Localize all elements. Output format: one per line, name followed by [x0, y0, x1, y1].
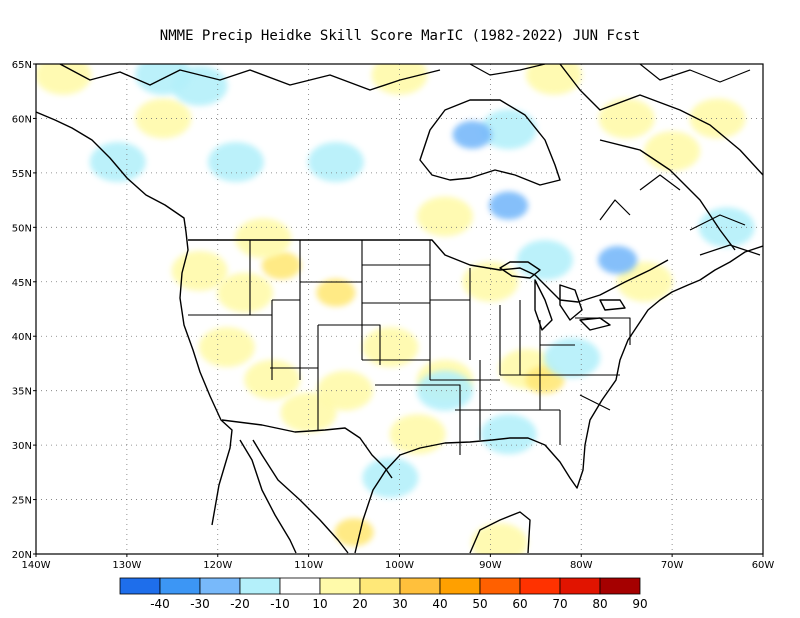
colorbar-label: 10 — [312, 597, 327, 611]
skill-region — [516, 240, 573, 280]
colorbar-label: 60 — [512, 597, 527, 611]
colorbar-swatch — [359, 577, 401, 595]
skill-region — [217, 272, 274, 313]
colorbar: -40 -30 -20 -10 10 20 30 40 50 60 70 80 90 — [119, 577, 648, 611]
state-lines — [188, 240, 631, 455]
skill-region — [598, 246, 638, 274]
lon-tick-label: 110W — [294, 560, 323, 571]
lat-tick-label: 65N — [12, 60, 32, 71]
colorbar-label: 50 — [472, 597, 487, 611]
skill-region — [307, 142, 364, 182]
skill-region — [235, 218, 292, 259]
skill-region — [525, 64, 582, 95]
skill-region — [135, 64, 192, 95]
lat-tick-label: 20N — [12, 550, 32, 561]
lat-tick-label: 25N — [12, 496, 32, 507]
colorbar-swatch — [519, 577, 561, 595]
skill-region — [488, 191, 529, 220]
skill-region — [389, 414, 446, 455]
skill-region — [480, 414, 537, 455]
baja-coastline — [239, 439, 349, 554]
lon-tick-label: 120W — [203, 560, 232, 571]
skill-region — [198, 327, 255, 368]
skill-region — [416, 196, 473, 237]
colorbar-swatch — [399, 577, 441, 595]
colorbar-label: -30 — [190, 597, 210, 611]
lon-tick-label: 80W — [570, 560, 593, 571]
colorbar-label: 30 — [392, 597, 407, 611]
us-mexico-border — [221, 419, 393, 479]
colorbar-swatch — [159, 577, 201, 595]
lat-tick-label: 40N — [12, 332, 32, 343]
colorbar-label: 90 — [632, 597, 647, 611]
lat-tick-label: 35N — [12, 387, 32, 398]
lat-tick-label: 60N — [12, 114, 32, 125]
skill-region — [316, 278, 356, 307]
boundaries-layer — [36, 64, 763, 554]
lat-tick-label: 45N — [12, 278, 32, 289]
axes: 20N 25N 30N 35N 40N 45N 50N 55N 60N 65N 140W 130W 12… — [12, 60, 775, 571]
colorbar-label: 40 — [432, 597, 447, 611]
skill-region — [452, 120, 492, 149]
skill-region — [471, 523, 528, 554]
lat-tick-label: 30N — [12, 441, 32, 452]
west-coastline — [36, 111, 233, 526]
colorbar-swatch — [279, 577, 321, 595]
skill-region — [362, 327, 419, 368]
skill-region — [416, 370, 473, 411]
us-canada-border — [188, 239, 669, 303]
skill-region — [36, 64, 92, 95]
lat-tick-label: 50N — [12, 223, 32, 234]
great-lakes — [499, 261, 626, 331]
skill-region — [544, 338, 601, 378]
colorbar-swatch — [479, 577, 521, 595]
colorbar-label: -10 — [270, 597, 290, 611]
skill-region — [89, 142, 146, 182]
skill-region — [689, 98, 746, 139]
colorbar-label: -20 — [230, 597, 250, 611]
northern-coast — [59, 64, 763, 251]
colorbar-label: 70 — [552, 597, 567, 611]
lon-tick-label: 130W — [112, 560, 141, 571]
skill-region — [316, 370, 373, 411]
skill-region — [334, 518, 374, 547]
skill-region — [462, 261, 519, 302]
colorbar-swatch — [319, 577, 361, 595]
colorbar-swatch — [239, 577, 281, 595]
map-title: NMME Precip Heidke Skill Score MarIC (19… — [159, 28, 641, 44]
colorbar-label: -40 — [150, 597, 170, 611]
colorbar-label: 80 — [592, 597, 607, 611]
hudson-bay — [419, 99, 561, 186]
colorbar-label: 20 — [352, 597, 367, 611]
colorbar-swatch — [599, 577, 641, 595]
lon-tick-label: 100W — [385, 560, 414, 571]
lon-tick-label: 60W — [752, 560, 775, 571]
yucatan-coastline — [469, 511, 531, 554]
plot-frame — [35, 63, 764, 555]
colorbar-swatch — [439, 577, 481, 595]
colorbar-swatch — [559, 577, 601, 595]
colorbar-swatch — [199, 577, 241, 595]
lat-tick-label: 55N — [12, 169, 32, 180]
colorbar-swatch — [119, 577, 161, 595]
gulf-coastline — [354, 245, 763, 554]
skill-region — [171, 250, 228, 291]
skill-region — [135, 98, 192, 139]
skill-region — [480, 109, 537, 150]
skill-region — [616, 261, 673, 302]
skill-region — [362, 457, 419, 498]
lon-tick-label: 90W — [479, 560, 502, 571]
lon-tick-label: 140W — [22, 560, 51, 571]
arctic-islands — [469, 64, 761, 256]
skill-region — [207, 142, 264, 182]
skill-region — [644, 131, 701, 172]
skill-region — [261, 251, 301, 280]
lon-tick-label: 70W — [661, 560, 684, 571]
